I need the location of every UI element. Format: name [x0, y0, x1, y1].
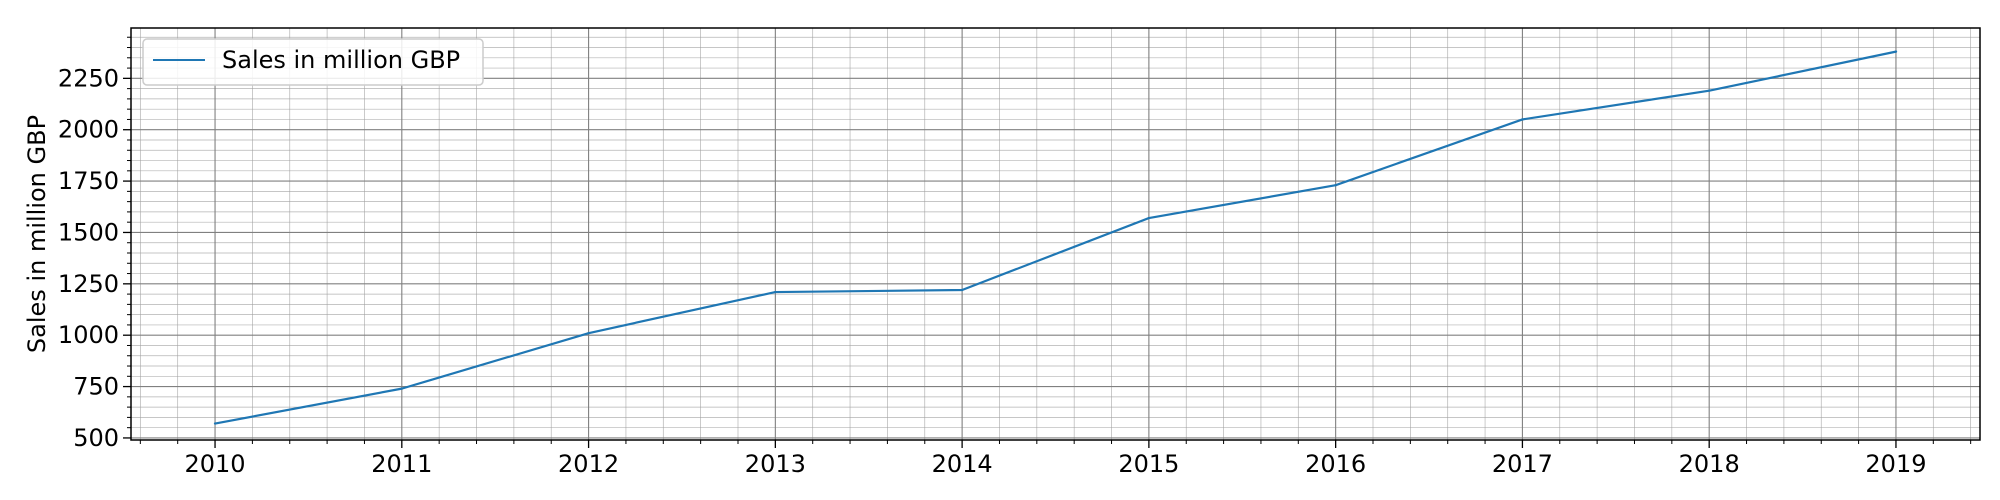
y-tick-label: 750 [73, 373, 119, 401]
data-point [774, 290, 777, 294]
y-tick-label: 1000 [58, 321, 119, 349]
data-point [587, 331, 590, 335]
data-point [1334, 183, 1337, 187]
data-point [213, 422, 217, 425]
series-layer [213, 50, 1898, 425]
plot-area-frame [130, 27, 1981, 441]
x-tick-label: 2018 [1679, 450, 1740, 478]
x-tick-label: 2012 [558, 450, 619, 478]
data-point [1521, 118, 1524, 121]
y-tick-label: 1500 [58, 218, 119, 246]
data-point [1707, 89, 1711, 92]
data-point [960, 288, 964, 292]
legend-box [142, 38, 484, 86]
x-tick-label: 2014 [932, 450, 993, 478]
x-tick-label: 2010 [185, 450, 246, 478]
y-tick-label: 1750 [58, 167, 119, 195]
x-axis: 2010 2011 2012 2013 2014 2015 2016 2017 2018 2019 [139, 440, 1972, 478]
data-point [400, 387, 404, 390]
x-tick-label: 2016 [1305, 450, 1366, 478]
y-tick-label: 500 [73, 424, 119, 452]
x-tick-label: 2019 [1865, 450, 1926, 478]
legend: Sales in million GBP [142, 38, 484, 86]
y-tick-label: 2000 [58, 116, 119, 144]
y-tick-label: 1250 [58, 270, 119, 298]
data-point [1894, 50, 1898, 53]
y-axis-title: Sales in million GBP [23, 115, 51, 353]
grid [131, 28, 1980, 440]
x-tick-label: 2017 [1492, 450, 1553, 478]
x-tick-label: 2015 [1118, 450, 1179, 478]
y-tick-label: 2250 [58, 64, 119, 92]
y-axis: 500 750 1000 1250 1500 1750 2000 2250 [58, 36, 131, 452]
legend-label: Sales in million GBP [222, 46, 460, 74]
data-point [1147, 216, 1151, 220]
x-tick-label: 2013 [745, 450, 806, 478]
series-line [214, 50, 1897, 425]
x-tick-label: 2011 [371, 450, 432, 478]
